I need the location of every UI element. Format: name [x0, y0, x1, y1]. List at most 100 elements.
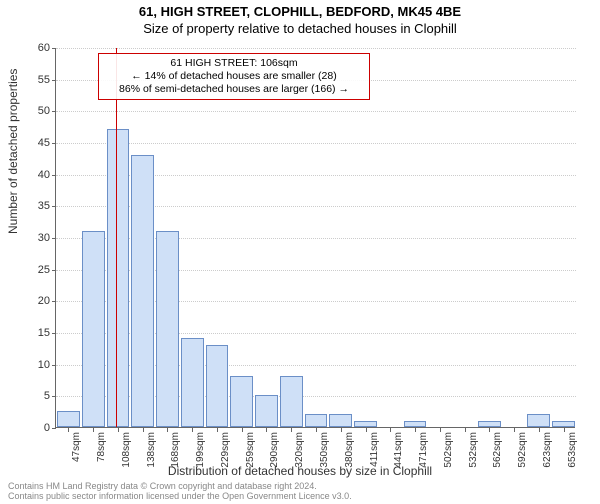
x-tick — [440, 428, 441, 432]
y-tick-label: 60 — [25, 42, 50, 54]
x-tick — [167, 428, 168, 432]
y-tick-label: 50 — [25, 105, 50, 117]
footer-attribution: Contains HM Land Registry data © Crown c… — [8, 482, 592, 502]
y-tick-label: 30 — [25, 232, 50, 244]
x-tick-label: 168sqm — [170, 432, 181, 468]
x-tick-label: 592sqm — [517, 432, 528, 468]
y-tick-label: 45 — [25, 137, 50, 149]
x-tick-label: 562sqm — [492, 432, 503, 468]
annotation-line: ← 14% of detached houses are smaller (28… — [105, 70, 363, 83]
y-tick — [52, 143, 56, 144]
annotation-line: 86% of semi-detached houses are larger (… — [105, 83, 363, 96]
x-tick — [465, 428, 466, 432]
y-tick — [52, 365, 56, 366]
x-tick-label: 623sqm — [542, 432, 553, 468]
y-tick-label: 5 — [25, 390, 50, 402]
x-tick-label: 108sqm — [121, 432, 132, 468]
y-tick-label: 35 — [25, 200, 50, 212]
x-tick — [217, 428, 218, 432]
y-tick-label: 15 — [25, 327, 50, 339]
x-tick-label: 502sqm — [443, 432, 454, 468]
annotation-box: 61 HIGH STREET: 106sqm← 14% of detached … — [98, 53, 370, 100]
y-tick-label: 25 — [25, 264, 50, 276]
histogram-bar — [206, 345, 229, 427]
histogram-bar — [131, 155, 154, 427]
x-tick — [514, 428, 515, 432]
title-subtitle: Size of property relative to detached ho… — [0, 21, 600, 36]
x-tick-label: 78sqm — [96, 432, 107, 462]
y-tick-label: 0 — [25, 422, 50, 434]
x-tick-label: 350sqm — [319, 432, 330, 468]
x-tick — [68, 428, 69, 432]
x-tick — [341, 428, 342, 432]
x-tick — [415, 428, 416, 432]
histogram-bar — [82, 231, 105, 427]
histogram-bar — [478, 421, 501, 427]
histogram-bar — [181, 338, 204, 427]
x-tick-label: 259sqm — [245, 432, 256, 468]
x-tick — [564, 428, 565, 432]
x-tick-label: 290sqm — [269, 432, 280, 468]
y-tick — [52, 428, 56, 429]
histogram-bar — [156, 231, 179, 427]
x-tick — [316, 428, 317, 432]
x-tick — [539, 428, 540, 432]
y-tick — [52, 333, 56, 334]
x-tick — [266, 428, 267, 432]
y-tick — [52, 301, 56, 302]
x-tick — [242, 428, 243, 432]
x-tick-label: 47sqm — [71, 432, 82, 462]
annotation-line: 61 HIGH STREET: 106sqm — [105, 57, 363, 70]
histogram-bar — [552, 421, 575, 427]
histogram-bar — [354, 421, 377, 427]
y-tick-label: 20 — [25, 295, 50, 307]
histogram-bar — [230, 376, 253, 427]
footer-line-2: Contains public sector information licen… — [8, 492, 592, 502]
y-axis-label: Number of detached properties — [6, 69, 20, 234]
y-tick — [52, 270, 56, 271]
property-marker-line — [116, 48, 117, 427]
x-tick-label: 380sqm — [344, 432, 355, 468]
x-tick-label: 138sqm — [146, 432, 157, 468]
histogram-bar — [107, 129, 130, 427]
gridline — [56, 48, 576, 49]
histogram-bar — [329, 414, 352, 427]
histogram-bar — [305, 414, 328, 427]
y-tick — [52, 238, 56, 239]
chart-area: 05101520253035404550556047sqm78sqm108sqm… — [55, 48, 575, 428]
x-tick — [291, 428, 292, 432]
x-tick-label: 471sqm — [418, 432, 429, 468]
histogram-bar — [404, 421, 427, 427]
x-tick-label: 229sqm — [220, 432, 231, 468]
histogram-bar — [527, 414, 550, 427]
x-tick-label: 199sqm — [195, 432, 206, 468]
x-tick-label: 411sqm — [369, 432, 380, 467]
x-tick — [93, 428, 94, 432]
y-tick — [52, 206, 56, 207]
plot-region: 05101520253035404550556047sqm78sqm108sqm… — [55, 48, 575, 428]
x-tick-label: 532sqm — [468, 432, 479, 468]
title-address: 61, HIGH STREET, CLOPHILL, BEDFORD, MK45… — [0, 4, 600, 19]
chart-titles: 61, HIGH STREET, CLOPHILL, BEDFORD, MK45… — [0, 4, 600, 36]
y-tick — [52, 48, 56, 49]
x-tick-label: 441sqm — [393, 432, 404, 468]
histogram-bar — [255, 395, 278, 427]
y-tick — [52, 80, 56, 81]
y-tick-label: 40 — [25, 169, 50, 181]
x-tick-label: 320sqm — [294, 432, 305, 468]
gridline — [56, 143, 576, 144]
y-tick — [52, 396, 56, 397]
x-tick — [390, 428, 391, 432]
x-tick — [143, 428, 144, 432]
x-tick-label: 653sqm — [567, 432, 578, 468]
histogram-bar — [57, 411, 80, 427]
gridline — [56, 111, 576, 112]
y-tick — [52, 111, 56, 112]
y-tick — [52, 175, 56, 176]
x-axis-label: Distribution of detached houses by size … — [0, 464, 600, 478]
y-tick-label: 55 — [25, 74, 50, 86]
x-tick — [192, 428, 193, 432]
x-tick — [366, 428, 367, 432]
y-tick-label: 10 — [25, 359, 50, 371]
x-tick — [118, 428, 119, 432]
